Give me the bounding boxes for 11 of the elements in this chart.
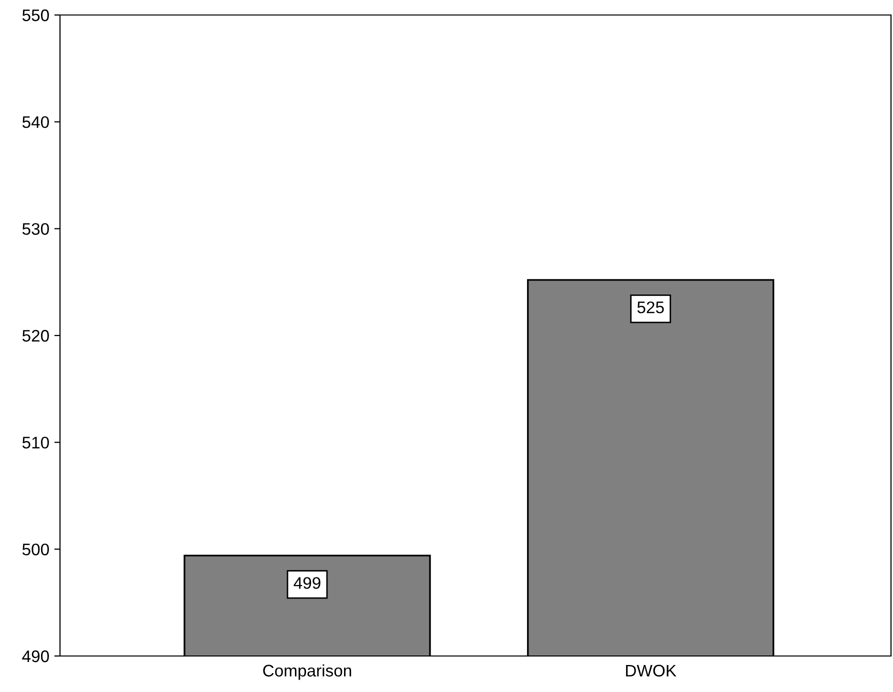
y-tick-label: 500 xyxy=(22,544,49,556)
y-tick-label: 510 xyxy=(22,436,49,449)
y-tick-label: 530 xyxy=(22,223,49,235)
data-label: 525 xyxy=(637,301,664,314)
x-tick-label: Comparison xyxy=(263,664,352,680)
x-tick-label: DWOK xyxy=(626,664,676,677)
y-tick-label: 540 xyxy=(22,116,49,128)
y-tick-label: 550 xyxy=(22,9,49,22)
y-tick-label: 520 xyxy=(22,330,49,342)
data-label: 499 xyxy=(294,577,320,589)
y-tick-label: 490 xyxy=(22,650,49,662)
